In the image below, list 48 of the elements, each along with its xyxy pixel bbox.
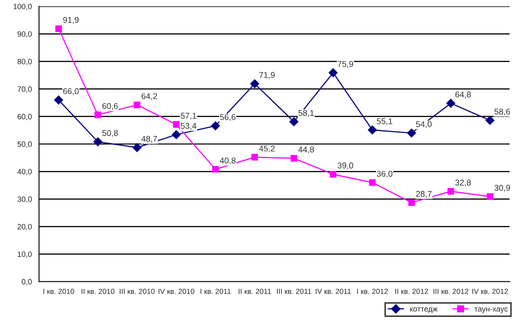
data-label: 56,6 bbox=[220, 114, 236, 122]
point bbox=[54, 96, 64, 104]
data-label: 54,0 bbox=[416, 121, 432, 128]
data-label: 91,9 bbox=[63, 16, 79, 24]
point bbox=[93, 137, 102, 146]
data-label: 44,8 bbox=[298, 146, 314, 154]
data-label: 53,4 bbox=[180, 122, 196, 130]
point bbox=[330, 170, 336, 178]
point bbox=[211, 121, 220, 130]
point bbox=[134, 102, 140, 108]
data-label: 45,2 bbox=[259, 145, 275, 152]
data-label: 58,6 bbox=[494, 108, 510, 116]
point bbox=[408, 199, 415, 206]
data-label: 40,8 bbox=[220, 158, 236, 164]
data-label: 39,0 bbox=[338, 162, 354, 170]
point bbox=[250, 79, 260, 88]
data-label: 50,8 bbox=[102, 130, 118, 137]
point bbox=[369, 179, 376, 186]
point bbox=[172, 130, 181, 140]
point bbox=[212, 166, 219, 173]
data-label: 64,8 bbox=[455, 92, 471, 98]
data-label: 55,1 bbox=[376, 118, 392, 126]
data-label: 66,0 bbox=[63, 88, 79, 96]
data-label: 28,7 bbox=[416, 190, 432, 198]
data-label: 58,1 bbox=[298, 110, 314, 117]
point bbox=[132, 143, 142, 152]
point bbox=[289, 117, 298, 126]
point bbox=[55, 25, 62, 32]
point bbox=[172, 121, 180, 128]
point bbox=[407, 128, 416, 138]
point bbox=[328, 68, 338, 78]
data-label: 75,9 bbox=[338, 61, 354, 68]
data-label: 60,6 bbox=[102, 103, 118, 110]
point bbox=[290, 155, 298, 162]
point bbox=[447, 188, 454, 195]
data-label: 32,8 bbox=[455, 180, 471, 187]
data-label: 64,2 bbox=[142, 93, 158, 100]
data-label: 57,1 bbox=[180, 112, 196, 120]
point bbox=[486, 193, 494, 200]
data-label: 36,0 bbox=[376, 170, 392, 178]
data-label: 30,9 bbox=[494, 184, 510, 192]
data-label: 48,7 bbox=[141, 136, 158, 143]
point bbox=[368, 126, 377, 134]
point bbox=[486, 116, 494, 125]
data-label: 71,9 bbox=[259, 72, 275, 79]
point bbox=[446, 98, 456, 108]
point bbox=[251, 154, 258, 161]
point bbox=[94, 112, 102, 118]
